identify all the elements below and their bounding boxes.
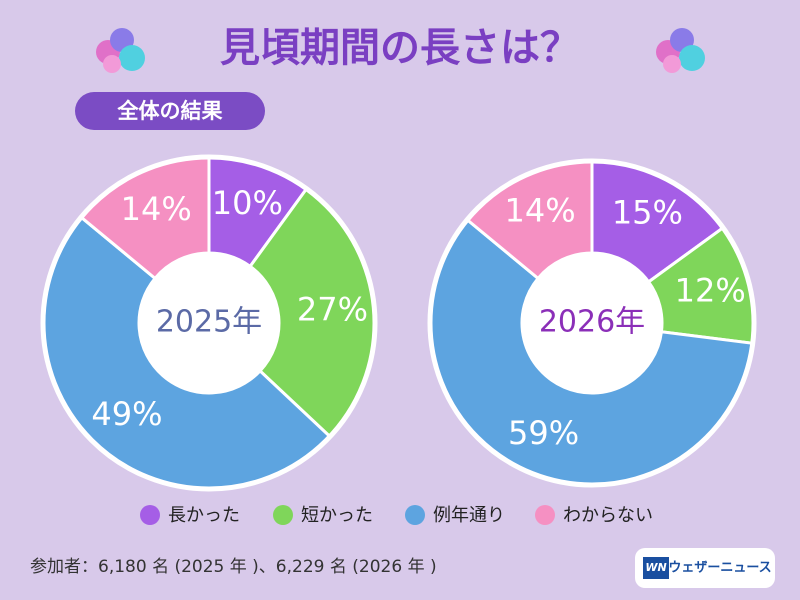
value-label: 59% — [508, 414, 579, 452]
subtitle: 全体の結果 — [117, 99, 223, 123]
logo-mark-box — [643, 557, 669, 579]
subtitle-pill — [75, 92, 265, 130]
hydrangea-right — [656, 28, 705, 73]
value-label: 10% — [212, 184, 283, 222]
logo-text: ウェザーニュース — [668, 561, 771, 576]
center-label: 2026年 — [539, 305, 645, 340]
legend-label: 長かった — [168, 505, 240, 526]
legend-swatch — [405, 505, 425, 525]
center-label: 2025年 — [156, 305, 262, 340]
pie-outline — [40, 154, 378, 492]
value-label: 14% — [121, 190, 192, 228]
legend-swatch — [535, 505, 555, 525]
value-label: 27% — [297, 290, 368, 328]
pie-outline — [427, 158, 757, 488]
legend-label: 例年通り — [433, 505, 505, 526]
donut-hole — [139, 253, 279, 393]
legend-label: わからない — [563, 505, 653, 526]
value-label: 14% — [504, 192, 575, 230]
value-label: 12% — [675, 272, 746, 310]
legend-label: 短かった — [301, 505, 373, 526]
logo-mark: WN — [645, 561, 666, 574]
donut-hole — [522, 253, 662, 393]
legend-swatch — [140, 505, 160, 525]
note: 参加者：6,180 名 (2025 年 )、6,229 名 (2026 年 ) — [30, 557, 437, 577]
hydrangea-left — [96, 28, 145, 73]
legend-swatch — [273, 505, 293, 525]
value-label: 49% — [91, 395, 162, 433]
logo-box — [635, 548, 775, 588]
title: 見頃期間の長さは？ — [220, 25, 580, 71]
value-label: 15% — [612, 193, 683, 231]
